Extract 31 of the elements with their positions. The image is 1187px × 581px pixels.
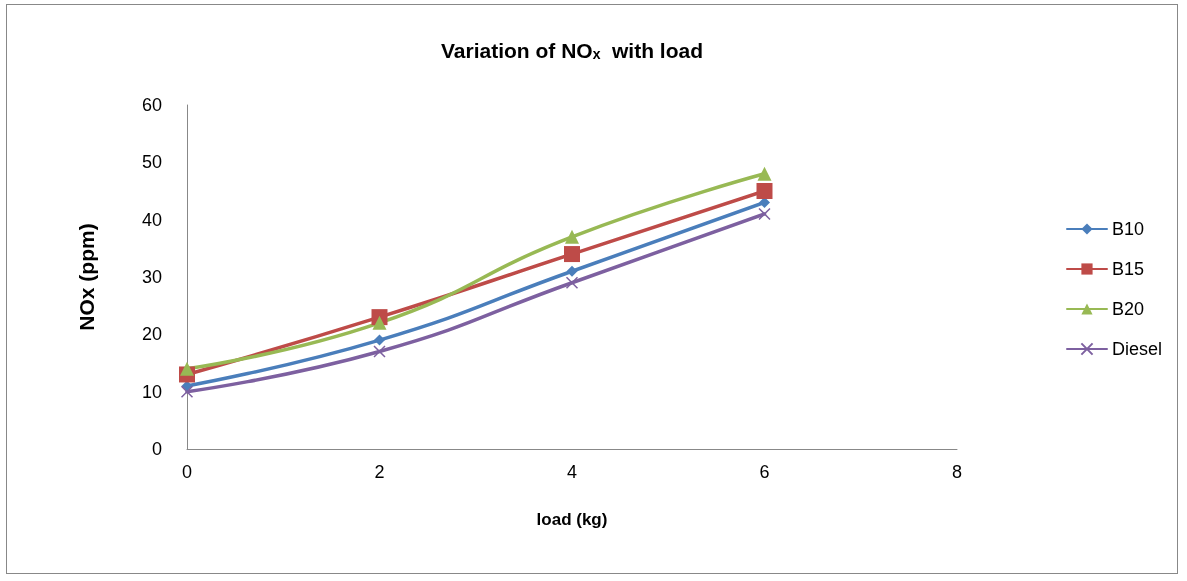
point (373, 345, 386, 358)
x-tick-label: 4 (566, 462, 578, 482)
legend-label: Diesel (1111, 339, 1163, 359)
x-tick-label: 0 (181, 462, 193, 482)
point (757, 166, 772, 181)
point (565, 276, 579, 289)
y-tick-label: 40 (141, 209, 162, 230)
point (756, 183, 773, 199)
chart-title: Variation of NOₓ with load (440, 39, 704, 62)
point (566, 265, 578, 277)
legend-label: B20 (1111, 299, 1145, 319)
y-tick-label: 60 (141, 95, 162, 115)
x-tick-label: 2 (374, 462, 385, 482)
x-axis-title: load (kg) (536, 510, 608, 529)
point (564, 246, 580, 263)
point (180, 385, 194, 398)
point (565, 229, 579, 244)
y-tick-label: 20 (141, 324, 162, 345)
y-tick-label: 0 (151, 439, 162, 459)
point (374, 334, 385, 346)
point (372, 315, 387, 330)
x-tick-label: 8 (951, 462, 963, 482)
y-tick-label: 30 (141, 267, 162, 287)
y-tick-label: 10 (141, 381, 162, 402)
point (180, 361, 194, 376)
y-tick-label: 50 (141, 152, 162, 173)
point (758, 207, 771, 221)
y-axis-title: NOx (ppm) (75, 223, 98, 331)
legend-label: B10 (1111, 219, 1145, 239)
x-tick-label: 6 (759, 462, 770, 482)
legend-label: B15 (1111, 259, 1145, 279)
